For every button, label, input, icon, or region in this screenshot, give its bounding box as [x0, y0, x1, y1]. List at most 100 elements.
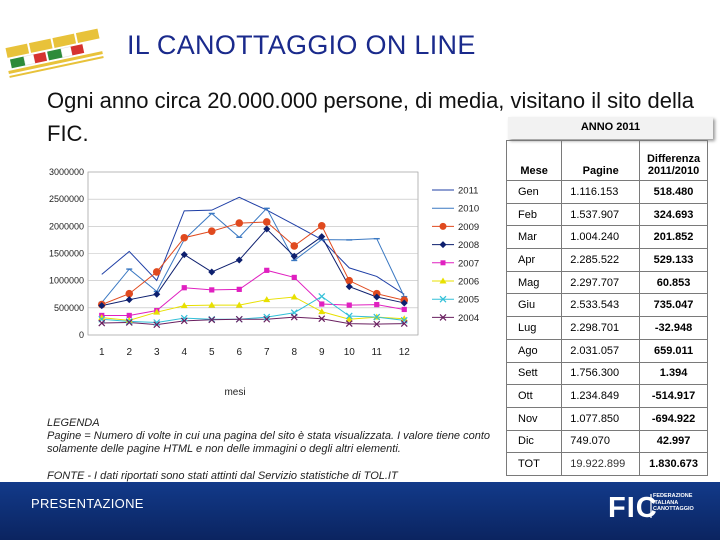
series-line-2009	[101, 221, 405, 306]
cell-diff: 1.394	[639, 361, 708, 386]
data-point-2008	[208, 268, 216, 276]
x-tick-label: 1	[99, 347, 105, 358]
x-tick-label: 11	[372, 347, 383, 358]
x-tick-label: 10	[344, 347, 356, 358]
cell-month: Mag	[505, 270, 563, 295]
cell-pages: 2.533.543	[561, 293, 641, 318]
footer-bar	[0, 482, 720, 540]
data-point-2006	[290, 293, 298, 300]
y-tick-label: 1000000	[49, 276, 84, 286]
table-row: Feb 1.537.907 324.693	[505, 202, 708, 227]
cell-month: Lug	[505, 316, 563, 340]
legend-label-2006: 2006	[458, 277, 479, 288]
legend-label-2005: 2005	[458, 295, 479, 306]
cell-month: Feb	[505, 202, 563, 227]
data-point-2009	[125, 289, 134, 298]
cell-month: Apr	[505, 248, 563, 272]
data-point-2004	[263, 315, 271, 323]
cell-diff: 324.693	[639, 202, 708, 227]
cell-diff: 518.480	[639, 180, 708, 204]
data-point-2004	[98, 319, 106, 327]
data-point-2006	[345, 315, 353, 322]
data-point-2005	[125, 317, 133, 325]
table-row: Dic 749.070 42.997	[505, 429, 708, 454]
x-tick-label: 7	[264, 347, 270, 358]
cell-diff: -32.948	[639, 316, 708, 340]
footer-label[interactable]: PRESENTAZIONE	[31, 496, 144, 511]
cell-pages: 2.285.522	[561, 248, 641, 272]
data-point-2006	[180, 302, 188, 309]
legend-marker-2006	[439, 277, 447, 284]
data-point-2008	[263, 225, 271, 233]
x-tick-label: 3	[154, 347, 160, 358]
legend-marker-2004	[439, 313, 447, 321]
fic-flags-logo	[5, 28, 104, 78]
data-point-2004	[125, 319, 133, 326]
cell-pages: 2.298.701	[561, 316, 641, 340]
table-row: Giu 2.533.543 735.047	[505, 293, 708, 318]
data-point-2008	[318, 233, 326, 241]
data-point-2007	[291, 274, 297, 281]
data-point-2005	[153, 319, 161, 326]
table-row: Mag 2.297.707 60.853	[505, 270, 708, 295]
x-tick-label: 6	[236, 347, 242, 358]
cell-month: Dic	[505, 429, 563, 454]
data-point-2006	[208, 301, 216, 308]
legend-note: LEGENDA Pagine = Numero di volte in cui …	[47, 417, 507, 456]
x-axis-label: mesi	[224, 387, 245, 398]
data-point-2008	[180, 251, 188, 259]
data-point-2004	[290, 313, 298, 321]
page-title: IL CANOTTAGGIO ON LINE	[127, 30, 476, 60]
series-line-2004	[101, 316, 405, 326]
cell-pages: 1.234.849	[561, 384, 641, 408]
x-tick-label: 5	[209, 347, 215, 358]
table-row: TOT 19.922.899 1.830.673	[505, 452, 708, 476]
source-note: FONTE - I dati riportati sono stati atti…	[47, 470, 398, 482]
legend-marker-2009	[439, 222, 447, 230]
data-point-2007	[401, 306, 407, 313]
cell-diff: 60.853	[639, 270, 708, 295]
table-row: Apr 2.285.522 529.133	[505, 248, 708, 272]
data-point-2005	[318, 292, 326, 300]
y-tick-label: 3000000	[49, 167, 84, 177]
data-point-2009	[290, 242, 299, 250]
y-tick-label: 0	[79, 330, 84, 340]
legend-label-2010: 2010	[458, 204, 479, 215]
data-point-2004	[345, 320, 353, 328]
table-row: Lug 2.298.701 -32.948	[505, 316, 708, 340]
data-point-2005	[345, 312, 353, 320]
cell-month: Sett	[505, 361, 563, 386]
data-point-2008	[235, 256, 243, 264]
data-point-2006	[263, 296, 271, 303]
table-header-row: Mese Pagine Differenza 2011/2010	[505, 140, 708, 181]
data-point-2004	[208, 316, 216, 324]
cell-diff: 659.011	[639, 338, 708, 363]
data-point-2006	[400, 315, 408, 322]
legend-label-2009: 2009	[458, 222, 479, 233]
data-point-2005	[373, 313, 381, 321]
data-point-2004	[373, 320, 381, 328]
y-tick-label: 2000000	[49, 221, 84, 231]
data-point-2006	[153, 308, 161, 315]
data-point-2007	[236, 286, 242, 292]
data-point-2005	[263, 313, 271, 321]
cell-diff: 529.133	[639, 248, 708, 272]
data-point-2008	[153, 290, 161, 298]
table-row: Mar 1.004.240 201.852	[505, 225, 708, 250]
legend-marker-2007	[440, 260, 446, 266]
data-point-2009	[345, 276, 354, 285]
fic-logo-subtext: FEDERAZIONE ITALIANA CANOTTAGGIO	[653, 493, 694, 512]
y-tick-label: 2500000	[49, 194, 84, 204]
series-line-2006	[101, 296, 405, 321]
legend-marker-2008	[439, 241, 447, 249]
data-point-2008	[400, 299, 408, 307]
cell-month: Gen	[505, 180, 563, 204]
data-point-2009	[180, 233, 189, 242]
table-row: Sett 1.756.300 1.394	[505, 361, 708, 386]
data-point-2007	[181, 285, 187, 291]
data-point-2004	[400, 320, 408, 328]
legend-label-2007: 2007	[458, 258, 479, 269]
legend-marker-2005	[439, 295, 447, 303]
cell-diff: 201.852	[639, 225, 708, 250]
data-point-2009	[262, 218, 271, 226]
